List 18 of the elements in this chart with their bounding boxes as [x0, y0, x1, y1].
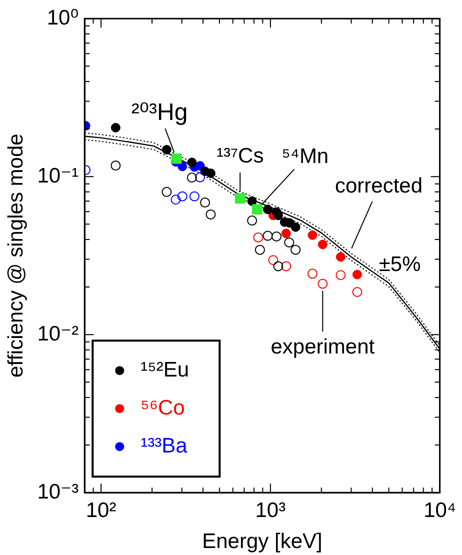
legend-label: ¹⁵²Eu — [140, 358, 190, 382]
annotation: ²⁰³Hg — [131, 99, 188, 126]
y-tick-label: 10⁰ — [46, 6, 79, 30]
y-tick-label: 10⁻¹ — [37, 164, 79, 188]
x-tick-label: 10² — [86, 498, 116, 522]
annotation: ⁵⁴Mn — [282, 145, 329, 168]
y-axis-title: efficiency @ singles mode — [4, 134, 28, 378]
annotation: experiment — [270, 335, 375, 358]
x-tick-label: 10³ — [255, 498, 286, 522]
x-axis-title: Energy [keV] — [202, 530, 322, 554]
annotation: ±5% — [378, 252, 421, 276]
annotation: ¹³⁷Cs — [216, 144, 264, 168]
legend-label: ⁵⁶Co — [140, 396, 185, 420]
y-tick-label: 10⁻² — [37, 322, 79, 346]
x-tick-label: 10⁴ — [424, 498, 456, 522]
legend-label: ¹³³Ba — [140, 434, 188, 458]
annotation: corrected — [334, 174, 423, 198]
y-tick-label: 10⁻³ — [37, 480, 79, 504]
